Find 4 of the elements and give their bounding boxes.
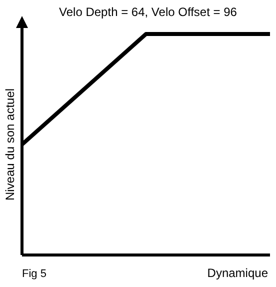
chart-title: Velo Depth = 64, Velo Offset = 96 [59, 5, 238, 19]
y-axis-title: Niveau du son actuel [3, 88, 17, 201]
x-axis-title: Dynamique [207, 266, 268, 280]
caption: Fig 5 [22, 268, 46, 280]
